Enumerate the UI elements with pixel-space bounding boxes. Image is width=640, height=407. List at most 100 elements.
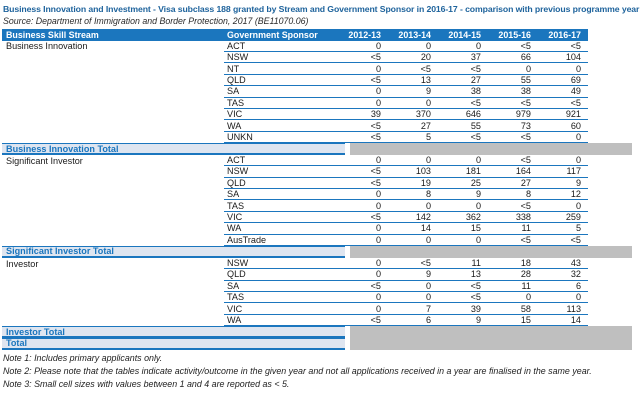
stream-cell [2,178,224,189]
value-cell: 0 [538,63,588,75]
value-cell: <5 [488,235,538,247]
stream-cell [2,212,224,223]
stream-cell [2,132,224,143]
value-cell: <5 [388,63,438,75]
value-cell: 8 [488,189,538,201]
sponsor-cell: VIC [224,303,338,315]
value-cell: 370 [388,109,438,121]
sponsor-cell: WA [224,315,338,327]
table-body: Business Innovation ACT 0 0 0 <5 <5 NSW <5 20 37 66… [2,41,638,350]
value-cell: 104 [538,52,588,64]
sponsor-cell: AusTrade [224,235,338,247]
value-cell: <5 [538,98,588,109]
value-cell: 0 [538,155,588,167]
value-cell: 0 [388,281,438,292]
stream-cell [2,98,224,109]
value-cell: <5 [338,212,388,224]
stream-cell [2,109,224,120]
value-cell: 0 [388,41,438,52]
value-cell: 13 [438,269,488,281]
value-cell: 6 [538,281,588,292]
value-cell: <5 [438,98,488,109]
value-cell: 0 [488,63,538,75]
value-cell: 0 [338,189,388,201]
sponsor-cell: TAS [224,98,338,109]
value-cell: 0 [438,235,488,247]
table-row: VIC 0 7 39 58 113 [2,303,588,315]
notes: Note 1: Includes primary applicants only… [3,352,637,391]
stream-cell: Investor [6,258,39,269]
value-cell: 25 [438,178,488,190]
value-cell: 6 [388,315,438,327]
value-cell: <5 [338,281,388,292]
column-header-year: 2014-15 [448,29,481,40]
table-row: WA 0 14 15 11 5 [2,223,588,235]
sponsor-cell: QLD [224,75,338,87]
stream-cell [2,235,224,246]
value-cell: 0 [538,200,588,212]
table-row: SA <5 0 <5 11 6 [2,281,588,292]
value-cell: 0 [538,292,588,304]
sponsor-cell: TAS [224,200,338,212]
grand-total-row: Total [2,337,638,350]
sponsor-cell: QLD [224,178,338,190]
sponsor-cell: WA [224,120,338,132]
value-cell: <5 [538,41,588,52]
value-cell: 0 [388,98,438,109]
value-cell: 0 [388,200,438,212]
value-cell: 164 [488,166,538,178]
value-cell: 0 [338,86,388,98]
value-cell: 12 [538,189,588,201]
value-cell: 0 [388,155,438,167]
table-row: VIC 39 370 646 979 921 [2,109,588,121]
total-label: Total [2,337,345,350]
sponsor-cell: TAS [224,292,338,304]
value-cell: <5 [488,132,538,144]
value-cell: 19 [388,178,438,190]
value-cell: 0 [338,292,388,304]
sponsor-cell: ACT [224,41,338,52]
stream-cell [2,189,224,200]
value-cell: <5 [488,41,538,52]
value-cell: 38 [438,86,488,98]
value-cell: 646 [438,109,488,121]
stream-cell [2,269,224,280]
table-row: QLD <5 13 27 55 69 [2,75,588,87]
value-cell: 0 [538,132,588,144]
value-cell: 66 [488,52,538,64]
total-label: Business Innovation Total [2,143,345,155]
value-cell: 117 [538,166,588,178]
stream-cell [2,166,224,177]
value-cell: <5 [338,52,388,64]
column-header-year: 2012-13 [348,29,381,40]
total-values-area [350,326,632,338]
value-cell: 55 [438,120,488,132]
table-row: TAS 0 0 0 <5 0 [2,200,588,212]
value-cell: 979 [488,109,538,121]
value-cell: 27 [438,75,488,87]
table-row: WA <5 6 9 15 14 [2,315,588,327]
sponsor-cell: SA [224,281,338,292]
value-cell: 0 [488,292,538,304]
source-line: Source: Department of Immigration and Bo… [3,16,309,26]
table-row: QLD 0 9 13 28 32 [2,269,588,281]
value-cell: <5 [438,281,488,292]
stream-cell [2,303,224,314]
value-cell: <5 [338,75,388,87]
table-row: Business Innovation ACT 0 0 0 <5 <5 [2,41,588,52]
value-cell: 113 [538,303,588,315]
value-cell: <5 [488,200,538,212]
stream-cell [2,281,224,292]
value-cell: 32 [538,269,588,281]
table-row: NT 0 <5 <5 0 0 [2,63,588,75]
value-cell: 14 [538,315,588,327]
value-cell: 0 [338,258,388,270]
value-cell: 9 [388,86,438,98]
value-cell: 9 [388,269,438,281]
sponsor-cell: NSW [224,258,338,270]
stream-cell [2,223,224,234]
value-cell: 27 [488,178,538,190]
value-cell: 20 [388,52,438,64]
grants-table: Business Skill Stream Government Sponsor… [2,29,638,350]
value-cell: <5 [338,178,388,190]
